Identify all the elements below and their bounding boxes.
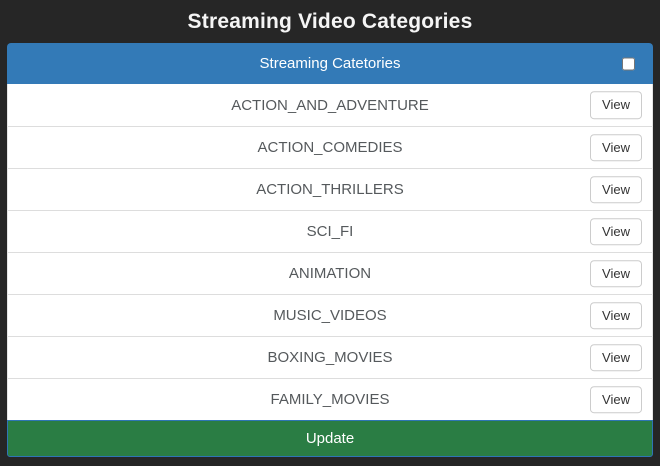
category-label: ACTION_COMEDIES bbox=[257, 139, 403, 156]
category-label: BOXING_MOVIES bbox=[267, 349, 393, 366]
table-row: ACTION_COMEDIES View bbox=[8, 126, 652, 168]
category-label: SCI_FI bbox=[306, 223, 354, 240]
category-list: ACTION_AND_ADVENTURE View ACTION_COMEDIE… bbox=[7, 84, 653, 420]
category-label: FAMILY_MOVIES bbox=[270, 391, 390, 408]
titlebar: Streaming Video Categories bbox=[0, 0, 660, 43]
category-label: ANIMATION bbox=[288, 265, 372, 282]
view-button[interactable]: View bbox=[590, 259, 642, 288]
view-button[interactable]: View bbox=[590, 301, 642, 330]
view-button[interactable]: View bbox=[590, 217, 642, 246]
category-label: ACTION_THRILLERS bbox=[256, 181, 404, 198]
view-button[interactable]: View bbox=[590, 385, 642, 414]
categories-panel: Streaming Catetories ACTION_AND_ADVENTUR… bbox=[7, 43, 653, 457]
table-row: FAMILY_MOVIES View bbox=[8, 378, 652, 420]
table-row: ACTION_THRILLERS View bbox=[8, 168, 652, 210]
update-button[interactable]: Update bbox=[7, 420, 653, 457]
table-row: BOXING_MOVIES View bbox=[8, 336, 652, 378]
panel-header-label: Streaming Catetories bbox=[259, 55, 401, 72]
table-row: MUSIC_VIDEOS View bbox=[8, 294, 652, 336]
table-row: ANIMATION View bbox=[8, 252, 652, 294]
view-button[interactable]: View bbox=[590, 343, 642, 372]
panel-header: Streaming Catetories bbox=[7, 43, 653, 84]
table-row: SCI_FI View bbox=[8, 210, 652, 252]
view-button[interactable]: View bbox=[590, 175, 642, 204]
page-title: Streaming Video Categories bbox=[187, 9, 473, 33]
update-button-label: Update bbox=[305, 430, 355, 447]
table-row: ACTION_AND_ADVENTURE View bbox=[8, 84, 652, 126]
category-label: ACTION_AND_ADVENTURE bbox=[231, 96, 429, 114]
select-all-checkbox[interactable] bbox=[622, 57, 635, 70]
view-button[interactable]: View bbox=[590, 133, 642, 162]
category-label: MUSIC_VIDEOS bbox=[273, 307, 387, 324]
view-button[interactable]: View bbox=[590, 91, 642, 119]
